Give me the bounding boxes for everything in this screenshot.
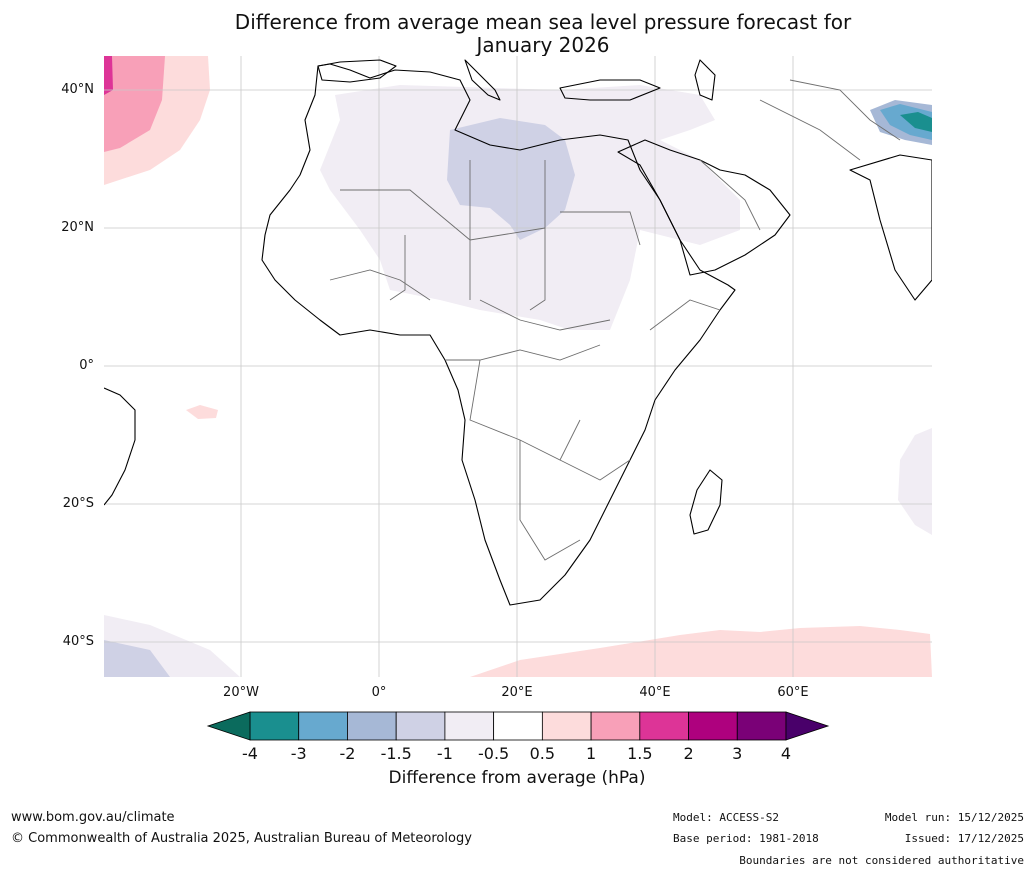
footer-model-run: Model run: 15/12/2025	[884, 811, 1024, 824]
colorbar-tick: -1.5	[380, 744, 412, 763]
lat-label-40s: 40°S	[62, 634, 94, 649]
colorbar-low-extension	[206, 711, 251, 741]
lon-label-40e: 40°E	[639, 685, 671, 700]
colorbar-label: Difference from average (hPa)	[388, 768, 646, 788]
colorbar-tick: -1	[436, 744, 453, 763]
colorbar-tick: 0.5	[529, 744, 556, 763]
lat-label-equator: 0°	[79, 358, 94, 373]
colorbar-tick: 4	[780, 744, 792, 763]
anatolia-coastline	[559, 79, 661, 101]
caspian-coastline	[694, 59, 716, 101]
colorbar-tick: -2	[339, 744, 356, 763]
anomaly-negative-medium-libya	[447, 118, 575, 240]
anomaly-positive-medium-northwest	[104, 56, 165, 152]
graticule	[104, 56, 932, 677]
anomaly-negative-southwest-atlantic-core	[104, 640, 170, 677]
footer-website[interactable]: www.bom.gov.au/climate	[11, 810, 175, 825]
colorbar-tick: 1	[585, 744, 597, 763]
colorbar-bin-9	[688, 711, 738, 741]
lat-label-40n: 40°N	[61, 82, 94, 97]
africa-coastline	[261, 63, 736, 606]
map-title-line-1: Difference from average mean sea level p…	[234, 10, 852, 34]
anomaly-positive-southern-ocean-band	[470, 626, 932, 677]
footer-copyright: © Commonwealth of Australia 2025, Austra…	[11, 831, 472, 846]
colorbar-bin-4	[444, 711, 495, 741]
colorbar-bin-1	[298, 711, 348, 741]
anomaly-positive-gulf-of-guinea-patch	[186, 405, 218, 419]
colorbar-tick: -0.5	[478, 744, 510, 763]
colorbar-tick: 3	[732, 744, 743, 763]
country-borders	[329, 79, 901, 561]
south-america-coastline	[104, 387, 136, 506]
lat-label-20n: 20°N	[61, 220, 94, 235]
colorbar-bin-3	[395, 711, 446, 741]
colorbar-tick: -3	[290, 744, 307, 763]
italy-coastline	[464, 59, 501, 101]
lat-label-20s: 20°S	[62, 496, 94, 511]
footer-disclaimer: Boundaries are not considered authoritat…	[739, 854, 1024, 867]
lon-label-20w: 20°W	[223, 685, 259, 700]
colorbar-tick: -4	[242, 744, 258, 763]
madagascar-coastline	[689, 469, 723, 535]
india-coastline	[849, 154, 932, 301]
map-title-line-2: January 2026	[476, 33, 610, 57]
anomaly-positive-strong-northwest	[104, 56, 113, 95]
colorbar-high-extension	[785, 711, 830, 741]
colorbar-bin-10	[736, 711, 787, 741]
anomaly-negative-indian-ocean-patch	[898, 428, 932, 535]
footer-issued: Issued: 17/12/2025	[904, 832, 1024, 845]
colorbar-bin-5	[493, 711, 543, 741]
colorbar-bin-2	[347, 711, 397, 741]
iberia-coastline	[317, 59, 397, 83]
colorbar-bin-6	[541, 711, 592, 741]
colorbar-bin-0	[249, 711, 300, 741]
footer-model: Model: ACCESS-S2	[673, 811, 779, 824]
arabia-coastline	[617, 139, 791, 276]
footer-base-period: Base period: 1981-2018	[673, 832, 819, 845]
colorbar-bin-7	[590, 711, 641, 741]
coastlines	[104, 59, 932, 606]
colorbar-tick: 2	[683, 744, 694, 763]
colorbar-bin-8	[639, 711, 689, 741]
lon-label-0: 0°	[371, 685, 387, 700]
anomaly-negative-tibet-peak	[900, 112, 932, 132]
lon-label-60e: 60°E	[777, 685, 809, 700]
colorbar-tick: 1.5	[627, 744, 653, 763]
lon-label-20e: 20°E	[501, 685, 533, 700]
